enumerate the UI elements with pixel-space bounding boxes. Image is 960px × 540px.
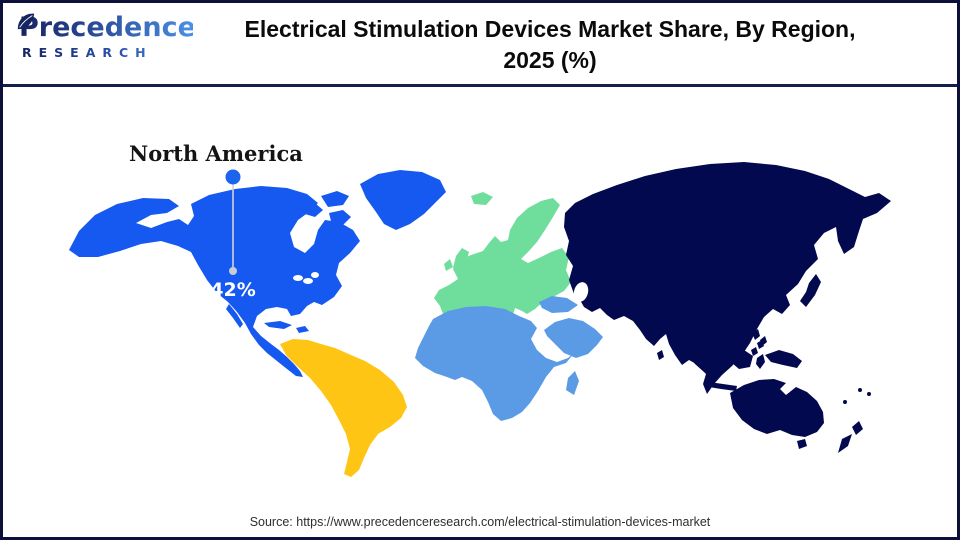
cuba [264, 321, 292, 329]
source-line: Source: https://www.precedenceresearch.c… [249, 515, 711, 529]
great-lake-1 [293, 275, 303, 281]
sumatra [690, 354, 718, 380]
brand-logo: Precedence RESEARCH [3, 3, 196, 61]
new-zealand-north [852, 421, 863, 435]
new-guinea [765, 350, 802, 368]
turkey [539, 296, 578, 313]
iceland [471, 192, 493, 205]
pacific-island-2 [867, 392, 871, 396]
africa-mainland [415, 306, 575, 421]
north-america-mainland [69, 186, 360, 377]
pacific-island-3 [843, 400, 847, 404]
europe-mainland [434, 198, 571, 320]
philippines-2 [757, 340, 764, 349]
annotation-connector [225, 169, 241, 275]
borneo [732, 350, 753, 369]
caspian-sea [573, 282, 589, 302]
arabian-peninsula [544, 318, 603, 358]
region-south-america [280, 339, 407, 477]
arctic-island-1 [321, 191, 349, 207]
java [709, 382, 737, 391]
philippines-1 [752, 329, 760, 340]
sulawesi [756, 354, 765, 369]
region-middle-east-africa [415, 296, 603, 421]
sri-lanka [657, 350, 664, 360]
tasmania [797, 439, 807, 449]
asia-mainland [564, 162, 891, 394]
ireland [444, 259, 453, 271]
chart-title: Electrical Stimulation Devices Market Sh… [193, 3, 957, 76]
brand-name: Precedence [19, 12, 196, 43]
great-lake-2 [303, 278, 313, 284]
philippines-3 [751, 347, 758, 356]
new-zealand-south [838, 434, 852, 453]
region-europe [434, 192, 571, 320]
hispaniola [296, 326, 309, 333]
header: Precedence RESEARCH Electrical Stimulati… [3, 3, 957, 87]
arctic-island-3 [329, 210, 351, 225]
australia [730, 379, 824, 437]
baja-california [226, 304, 243, 328]
leaf-icon [17, 13, 35, 30]
pacific-island-1 [858, 388, 862, 392]
world-map [69, 162, 891, 477]
madagascar [566, 371, 579, 395]
south-america-mainland [280, 339, 407, 477]
great-lake-3 [311, 272, 319, 278]
region-north-america [69, 170, 446, 377]
sakhalin [803, 247, 811, 265]
chart-title-line2: 2025 (%) [503, 47, 597, 73]
region-asia-pacific [564, 162, 891, 453]
greenland [360, 170, 446, 230]
connector-dot-top [225, 169, 241, 185]
japan [800, 274, 821, 307]
great-britain [453, 248, 469, 273]
chart-title-line1: Electrical Stimulation Devices Market Sh… [244, 16, 856, 42]
brand-subname: RESEARCH [19, 45, 193, 61]
north-america-label: North America [129, 141, 303, 166]
north-america-value: 42% [210, 279, 256, 301]
arctic-island-2 [303, 203, 323, 217]
connector-dot-bottom [229, 267, 237, 275]
